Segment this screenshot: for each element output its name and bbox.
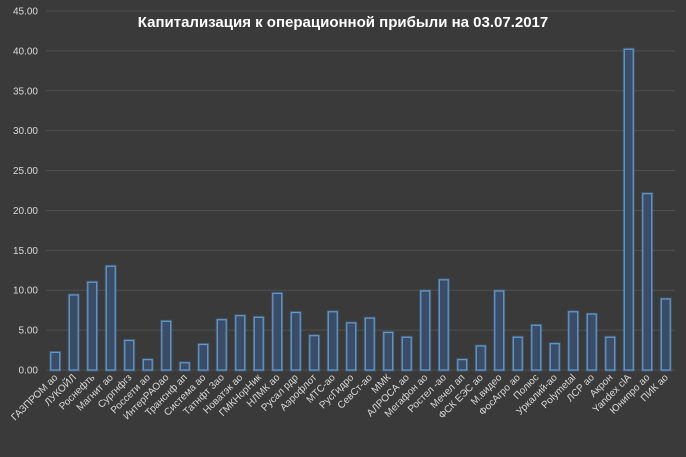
bar xyxy=(309,335,320,371)
bar xyxy=(216,319,227,371)
gridlines xyxy=(46,10,675,371)
chart-title: Капитализация к операционной прибыли на … xyxy=(138,14,548,31)
bar xyxy=(105,265,116,371)
bar xyxy=(605,336,616,371)
bar xyxy=(420,290,431,371)
y-tick-label: 30.00 xyxy=(13,126,38,137)
bars xyxy=(49,47,672,372)
y-tick-label: 40.00 xyxy=(13,46,38,57)
bar xyxy=(623,48,634,371)
bar xyxy=(179,362,190,371)
y-tick-label: 35.00 xyxy=(13,86,38,97)
y-tick-label: 20.00 xyxy=(13,206,38,217)
bar xyxy=(235,315,246,371)
bar xyxy=(87,281,98,371)
y-tick-label: 15.00 xyxy=(13,246,38,257)
y-tick-label: 0.00 xyxy=(19,366,39,377)
bar xyxy=(383,331,394,371)
bar xyxy=(475,345,486,371)
y-tick-label: 5.00 xyxy=(19,326,39,337)
bar xyxy=(161,320,172,371)
bar xyxy=(568,311,579,371)
y-axis-ticks: 0.00 5.00 10.00 15.00 20.00 25.00 30.00 35.00 40… xyxy=(13,7,38,377)
bar xyxy=(512,336,523,371)
bar xyxy=(494,290,505,371)
bar xyxy=(364,317,375,371)
bar xyxy=(68,294,79,371)
bar xyxy=(327,311,338,371)
bar xyxy=(346,322,357,371)
y-tick-label: 25.00 xyxy=(13,166,38,177)
bar xyxy=(142,359,153,371)
bar xyxy=(457,359,468,371)
bar xyxy=(198,343,209,371)
bar xyxy=(253,316,264,371)
bar xyxy=(586,313,597,371)
bar xyxy=(50,351,61,371)
bar xyxy=(549,343,560,371)
bar xyxy=(272,292,283,371)
y-tick-label: 10.00 xyxy=(13,286,38,297)
bar xyxy=(531,324,542,371)
bar xyxy=(642,193,653,371)
bar xyxy=(660,298,671,371)
bar xyxy=(124,339,135,371)
bar xyxy=(290,311,301,371)
bar xyxy=(401,336,412,371)
bar xyxy=(438,279,449,371)
y-tick-label: 45.00 xyxy=(13,7,38,18)
